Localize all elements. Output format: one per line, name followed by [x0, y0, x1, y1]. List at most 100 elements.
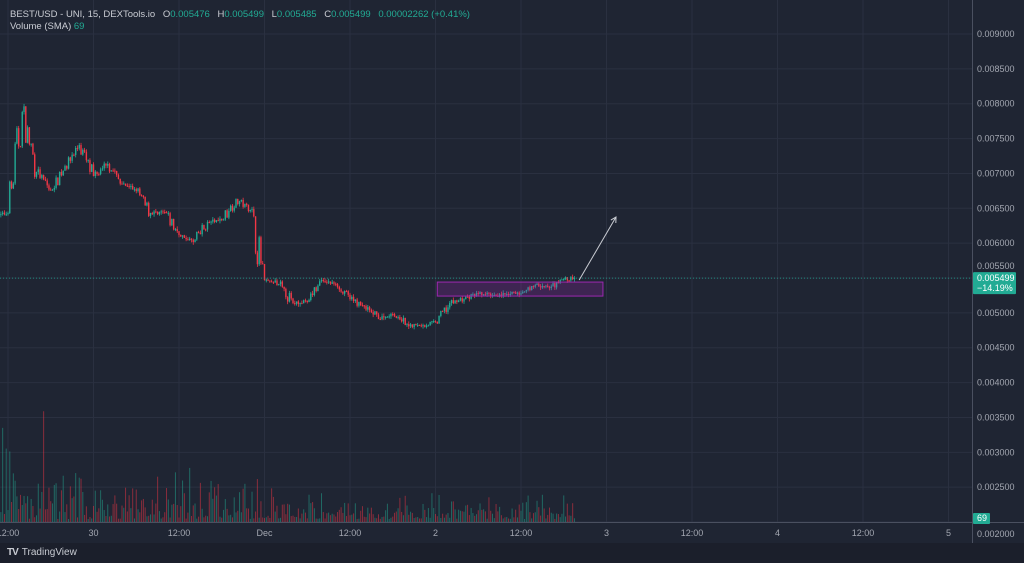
candle-body — [450, 300, 453, 304]
candle-body — [299, 303, 301, 305]
volume-bar — [109, 516, 111, 522]
candle-body — [530, 286, 533, 291]
candle-body — [276, 280, 278, 286]
candle-body — [212, 219, 214, 222]
volume-bar — [146, 516, 148, 522]
candle-body — [41, 175, 43, 178]
candle-body — [541, 285, 544, 288]
volume-bar — [449, 517, 451, 522]
volume-bar — [157, 476, 159, 522]
volume-bar — [308, 494, 310, 522]
candle-body — [272, 282, 275, 284]
candle-body — [452, 300, 455, 304]
candle-body — [226, 210, 228, 218]
candle-body — [313, 287, 316, 296]
volume-bar — [185, 518, 187, 522]
volume-bar — [207, 516, 208, 522]
candle-body — [363, 305, 365, 307]
volume-bar — [492, 513, 493, 522]
rectangle-annotation[interactable] — [436, 281, 604, 297]
candle-body — [329, 281, 332, 284]
volume-badge — [973, 513, 990, 524]
volume-bar — [57, 518, 59, 522]
candle-body — [260, 237, 262, 264]
volume-bar — [335, 516, 337, 522]
candle-body — [381, 316, 383, 320]
low-label: L — [271, 9, 277, 20]
volume-bar — [9, 451, 11, 522]
candle-body — [281, 281, 284, 287]
symbol-title[interactable]: BEST/USD - UNI, 15, DEXTools.io — [10, 9, 156, 20]
candle-body — [331, 282, 333, 284]
volume-bar — [66, 504, 68, 522]
candle-body — [504, 293, 506, 295]
volume-bar — [354, 503, 356, 522]
volume-bar — [100, 490, 102, 522]
volume-bar — [189, 467, 191, 522]
candle-body — [416, 324, 419, 326]
candle-body — [514, 292, 517, 294]
price-change-label: −14.19% — [977, 283, 1013, 293]
candle-body — [522, 291, 524, 294]
candle-body — [146, 202, 148, 206]
volume-bar — [2, 427, 4, 522]
volume-bar — [171, 504, 173, 522]
candle-body — [98, 174, 100, 176]
volume-bar — [39, 508, 41, 522]
candle-body — [438, 315, 440, 324]
candle-body — [80, 145, 82, 155]
candle-body — [465, 296, 467, 300]
candle-body — [55, 177, 57, 188]
volume-bar — [14, 480, 16, 522]
volume-bar — [247, 508, 249, 522]
volume-indicator-title[interactable]: Volume (SMA) — [10, 21, 72, 32]
price-tick-label: 0.002500 — [977, 482, 1015, 492]
candle-body — [174, 229, 177, 231]
volume-bar — [119, 518, 121, 522]
candle-body — [400, 319, 403, 322]
candle-body — [131, 186, 134, 190]
candle-body — [228, 210, 230, 218]
candle-body — [383, 316, 385, 318]
volume-bar — [28, 518, 30, 522]
candle-body — [60, 171, 63, 176]
volume-bar — [397, 508, 399, 522]
volume-bar — [91, 518, 93, 522]
arrow-annotation[interactable] — [578, 216, 617, 281]
tradingview-brand[interactable]: TV TradingView — [7, 547, 77, 558]
candle-body — [317, 285, 319, 292]
volume-bar — [110, 515, 112, 522]
volume-bar — [0, 512, 2, 522]
candle-body — [224, 210, 227, 220]
candle-body — [3, 212, 6, 215]
candle-body — [222, 219, 225, 221]
price-tick-label: 0.007000 — [977, 168, 1015, 178]
candle-body — [112, 170, 114, 172]
volume-bar — [395, 511, 397, 522]
candle-body — [555, 282, 558, 288]
volume-bar — [240, 512, 242, 522]
candle-body — [513, 291, 515, 293]
volume-bar — [196, 518, 198, 522]
time-tick-label: 3 — [604, 528, 609, 538]
candle-body — [422, 325, 424, 327]
price-axis[interactable]: 0.009000 0.008500 0.008000 0.007500 0.007000… — [977, 29, 1015, 539]
time-tick-label: 2 — [433, 528, 438, 538]
volume-bar — [242, 488, 244, 522]
candle-body — [365, 306, 367, 310]
candle-body — [231, 205, 234, 211]
candle-body — [254, 216, 257, 253]
time-axis[interactable]: 12:00 30 12:00 Dec 12:00 2 12:00 3 12:00 4 12:00 5 — [0, 528, 951, 538]
volume-bar — [280, 517, 282, 522]
candle-body — [568, 280, 570, 282]
volume-bar — [329, 515, 331, 522]
candle-body — [408, 324, 410, 327]
volume-bar — [516, 517, 518, 522]
candle-body — [83, 149, 86, 152]
volume-bar — [550, 512, 552, 522]
candle-body — [502, 293, 504, 296]
candle-body — [466, 296, 469, 298]
volume-bar — [205, 515, 207, 522]
candle-body — [506, 294, 508, 296]
